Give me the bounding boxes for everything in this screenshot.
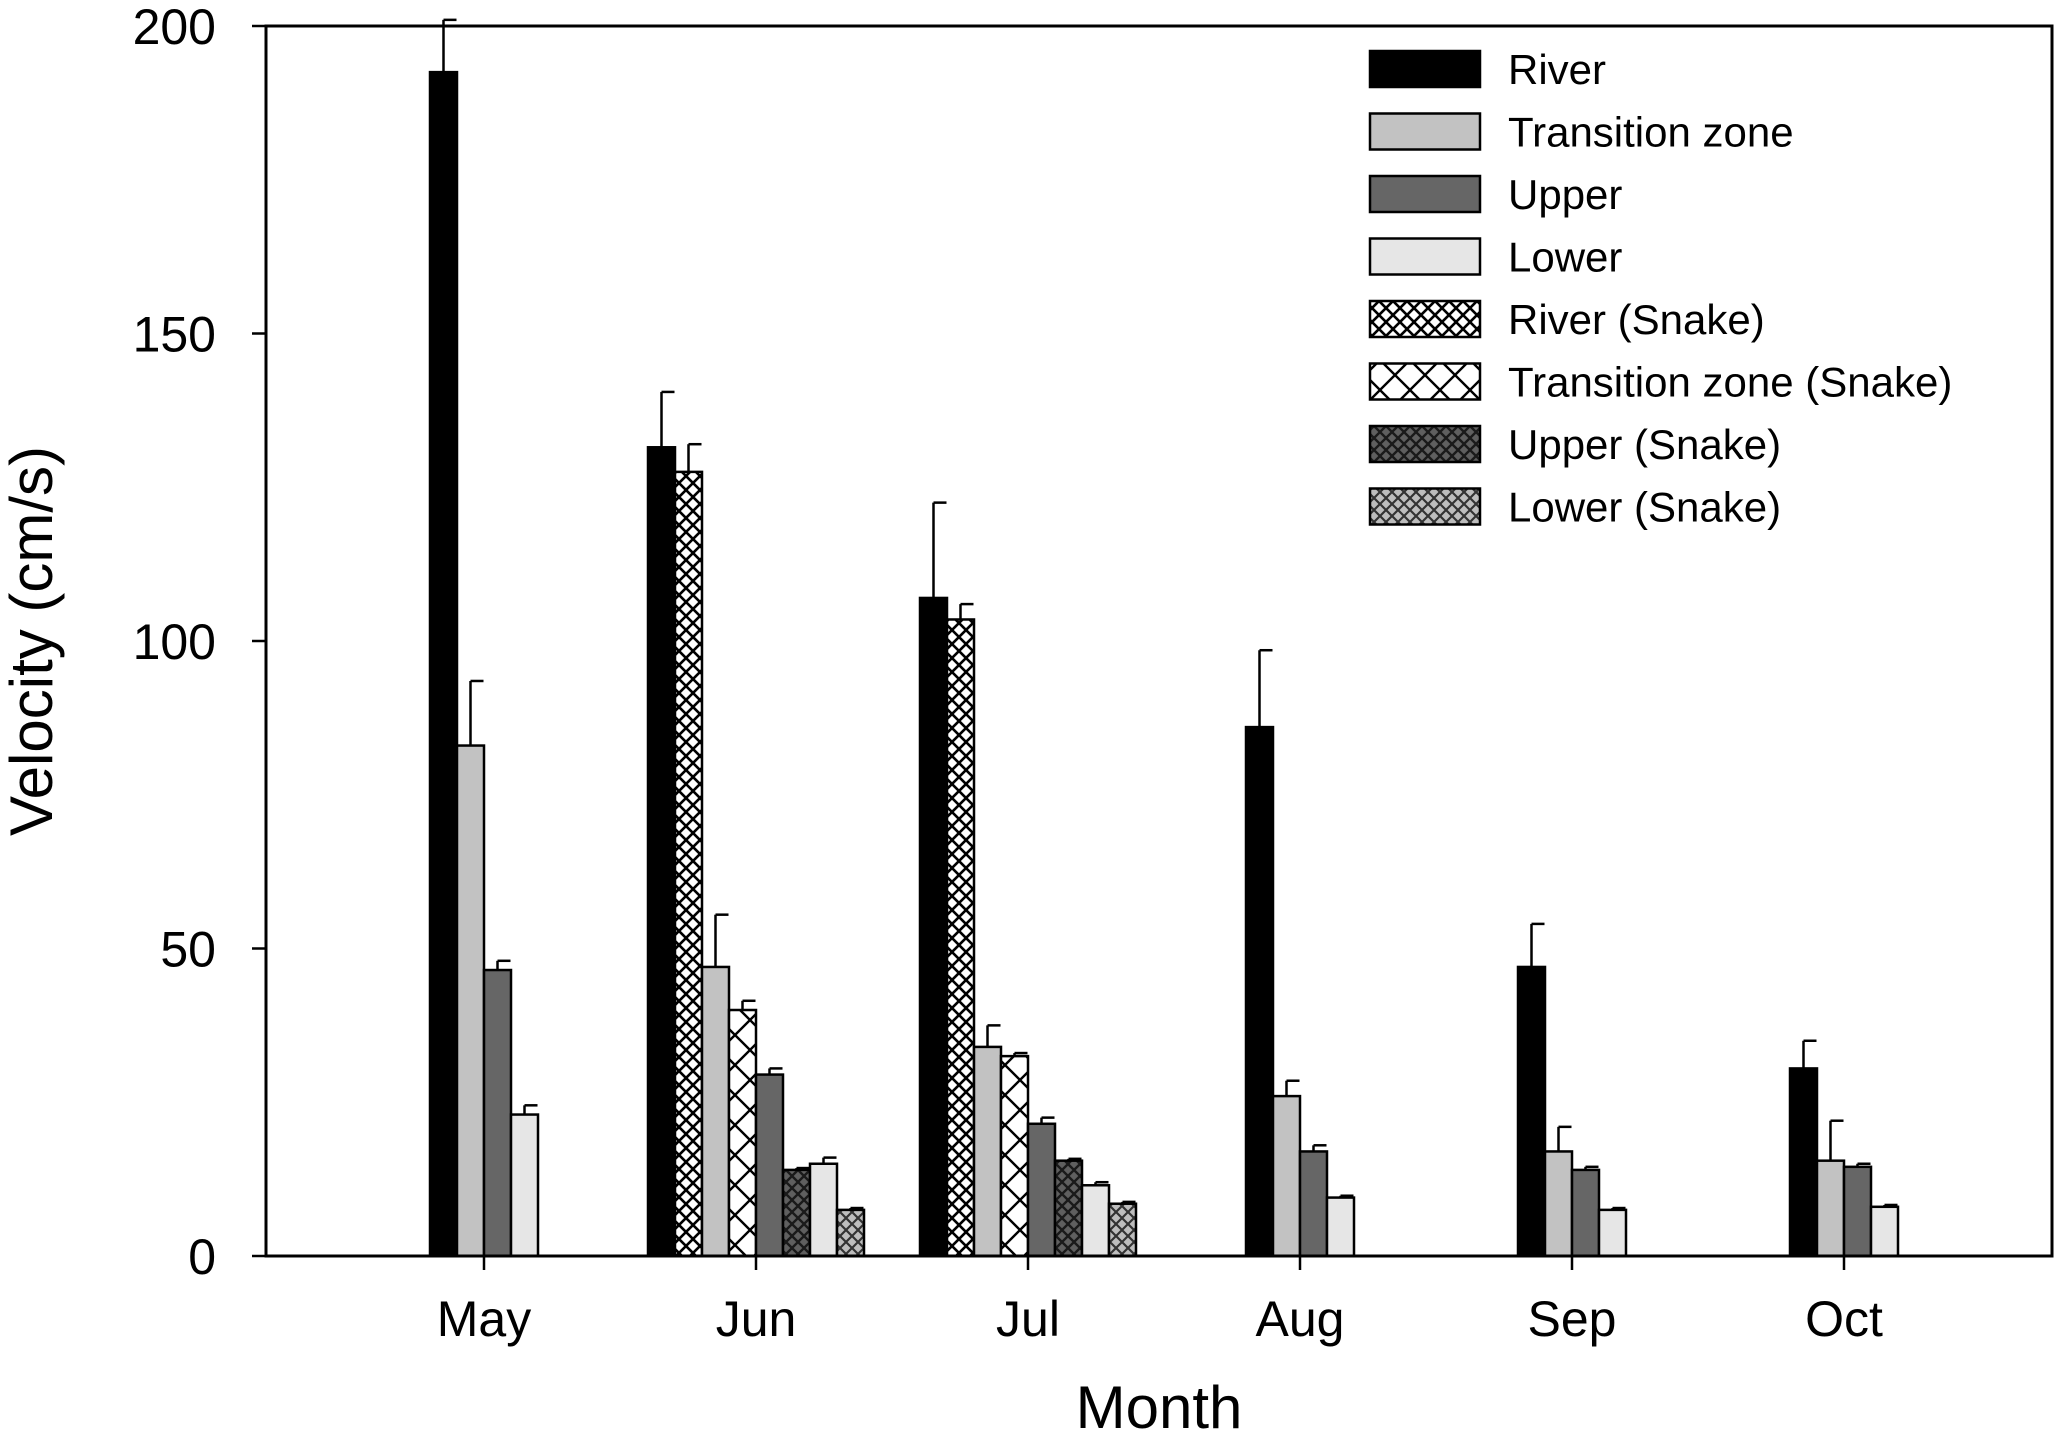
y-tick-label-50: 50 — [160, 922, 216, 978]
bar-transition-zone-may — [455, 744, 486, 1258]
bar-upper-snake-jul — [1053, 1159, 1084, 1258]
bar-transition-zone-jun — [700, 965, 731, 1258]
legend: River Transition zone Upper Lower River (Sna… — [1368, 46, 1952, 531]
bar-river-snake-jul — [945, 618, 976, 1258]
x-tick-label-aug: Aug — [1256, 1291, 1345, 1347]
bar-lower-oct — [1869, 1205, 1900, 1258]
legend-swatch-lower-snake — [1368, 487, 1482, 526]
bar-transition-zone-sep — [1543, 1150, 1574, 1258]
bar-transition-zone-snake-jun — [727, 1008, 758, 1258]
bar-river-jul — [918, 596, 949, 1258]
legend-label-transition-zone: Transition zone — [1508, 109, 1794, 156]
bars-layer — [428, 70, 1900, 1258]
bar-upper-sep — [1570, 1168, 1601, 1258]
plot-frame — [264, 24, 2054, 1258]
bar-upper-snake-jun — [781, 1168, 812, 1258]
x-tick-label-may: May — [437, 1291, 531, 1347]
bar-upper-aug — [1298, 1150, 1329, 1258]
bar-transition-zone-aug — [1271, 1094, 1302, 1258]
x-axis-title: Month — [1076, 1374, 1243, 1433]
legend-swatch-upper — [1368, 174, 1482, 214]
bar-river-sep — [1516, 965, 1547, 1258]
bar-transition-zone-jul — [972, 1045, 1003, 1258]
bar-river-may — [428, 70, 459, 1258]
legend-swatch-lower — [1368, 237, 1482, 276]
bar-lower-sep — [1597, 1208, 1628, 1258]
bar-lower-may — [509, 1113, 540, 1258]
bar-river-aug — [1244, 725, 1275, 1258]
bar-lower-snake-jul — [1107, 1202, 1138, 1258]
legend-label-lower: Lower — [1508, 234, 1622, 281]
bar-transition-zone-oct — [1815, 1159, 1846, 1258]
bar-river-oct — [1788, 1067, 1819, 1258]
bar-lower-aug — [1325, 1196, 1356, 1258]
legend-swatch-river — [1368, 49, 1482, 89]
x-axis: May Jun Jul Aug Sep Oct — [437, 1256, 1883, 1347]
legend-swatch-transition-zone-snake — [1368, 362, 1482, 401]
bar-river-jun — [646, 446, 677, 1258]
y-tick-label-0: 0 — [188, 1229, 216, 1285]
legend-label-upper: Upper — [1508, 171, 1622, 218]
legend-label-lower-snake: Lower (Snake) — [1508, 484, 1781, 531]
legend-swatch-upper-snake — [1368, 424, 1482, 464]
bar-upper-jun — [754, 1073, 785, 1258]
x-tick-label-jun: Jun — [716, 1291, 797, 1347]
x-tick-label-jul: Jul — [996, 1291, 1060, 1347]
y-tick-label-150: 150 — [133, 307, 216, 363]
y-axis: 0 50 100 150 200 — [133, 0, 266, 1285]
legend-label-transition-zone-snake: Transition zone (Snake) — [1508, 359, 1952, 406]
bar-lower-snake-jun — [835, 1208, 866, 1258]
y-axis-title: Velocity (cm/s) — [0, 446, 65, 836]
error-bars-layer — [442, 18, 1898, 1210]
legend-label-river-snake: River (Snake) — [1508, 296, 1765, 343]
bar-lower-jul — [1080, 1184, 1111, 1258]
legend-swatch-transition-zone — [1368, 112, 1482, 151]
legend-swatch-river-snake — [1368, 299, 1482, 339]
bar-lower-jun — [808, 1162, 839, 1258]
bar-upper-may — [482, 968, 513, 1258]
bar-upper-jul — [1026, 1122, 1057, 1258]
bar-river-snake-jun — [673, 470, 704, 1258]
x-tick-label-sep: Sep — [1528, 1291, 1617, 1347]
y-tick-label-100: 100 — [133, 614, 216, 670]
bar-transition-zone-snake-jul — [999, 1054, 1030, 1258]
legend-label-river: River — [1508, 46, 1606, 93]
legend-label-upper-snake: Upper (Snake) — [1508, 421, 1781, 468]
x-tick-label-oct: Oct — [1805, 1291, 1883, 1347]
y-tick-label-200: 200 — [133, 0, 216, 55]
bar-upper-oct — [1842, 1165, 1873, 1258]
